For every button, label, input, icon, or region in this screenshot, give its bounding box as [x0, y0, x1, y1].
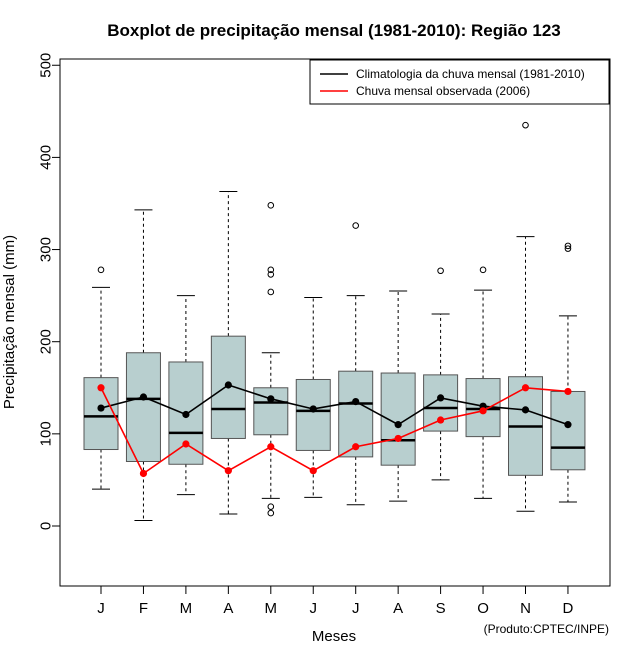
box-month-2: [125, 209, 161, 521]
outlier-point: [267, 202, 275, 209]
y-tick-label-200: 200: [38, 329, 55, 354]
series-point-observed: [97, 384, 105, 392]
box-iqr: [550, 390, 586, 471]
x-tick-label-9: O: [477, 600, 489, 617]
box-month-3: [168, 295, 204, 496]
series-point-climatology: [437, 394, 445, 402]
series-lines-layer: [97, 381, 572, 478]
x-tick-label-2: M: [180, 600, 193, 617]
y-tick-label-100: 100: [38, 421, 55, 446]
x-tick-label-4: M: [265, 600, 278, 617]
box-iqr: [380, 372, 416, 466]
series-point-observed: [352, 443, 360, 451]
series-point-climatology: [564, 421, 572, 429]
x-axis-label: Meses: [312, 628, 356, 645]
series-point-observed: [224, 467, 232, 475]
box-month-7: [338, 222, 374, 506]
plot-frame: [59, 58, 611, 587]
series-point-climatology: [97, 404, 105, 412]
series-point-climatology: [267, 395, 275, 403]
x-tick-label-6: J: [352, 600, 360, 617]
outlier-point: [437, 267, 444, 275]
box-month-4: [210, 190, 246, 515]
box-month-9: [423, 267, 459, 481]
series-point-observed: [437, 416, 445, 424]
series-point-climatology: [394, 421, 402, 429]
box-month-10: [465, 266, 501, 499]
box-month-6: [295, 296, 331, 498]
outlier-point: [97, 266, 105, 274]
legend: Climatologia da chuva mensal (1981-2010)…: [309, 59, 610, 105]
outlier-point: [479, 266, 487, 274]
x-tick-label-7: A: [393, 600, 403, 617]
legend-box: [309, 59, 610, 105]
x-tick-label-8: S: [436, 600, 446, 617]
series-point-climatology: [182, 410, 190, 419]
legend-label-observed: Chuva mensal observada (2006): [356, 84, 530, 98]
box-month-12: [550, 242, 586, 503]
y-tick-label-500: 500: [38, 53, 55, 78]
box-month-5: [253, 202, 289, 517]
y-tick-label-0: 0: [38, 522, 55, 530]
x-tick-label-1: F: [139, 600, 148, 617]
box-iqr: [295, 378, 331, 451]
box-iqr: [338, 370, 374, 458]
box-iqr: [125, 352, 161, 462]
y-axis-label: Precipitação mensal (mm): [1, 235, 18, 409]
x-tick-label-3: A: [223, 600, 233, 617]
series-line-observed: [100, 386, 569, 475]
outlier-point: [352, 222, 360, 229]
x-tick-label-11: D: [563, 600, 574, 617]
series-point-climatology: [521, 406, 530, 414]
x-tick-label-10: N: [520, 600, 531, 617]
outlier-point: [522, 121, 529, 129]
series-point-climatology: [352, 397, 360, 406]
outlier-point: [564, 245, 572, 252]
outlier-point: [267, 288, 275, 296]
series-point-observed: [521, 384, 530, 392]
outlier-point: [564, 242, 572, 250]
series-point-observed: [479, 407, 487, 415]
box-month-1: [83, 266, 119, 490]
series-point-observed: [182, 440, 190, 448]
series-point-observed: [394, 434, 402, 443]
series-point-climatology: [309, 405, 317, 413]
legend-label-climatology: Climatologia da chuva mensal (1981-2010): [356, 67, 585, 81]
outlier-point: [267, 509, 275, 517]
series-point-climatology: [224, 381, 232, 389]
x-tick-label-0: J: [97, 600, 105, 617]
box-month-8: [380, 290, 416, 502]
y-tick-label-400: 400: [38, 145, 55, 170]
series-point-climatology: [139, 393, 148, 401]
boxes-layer: [83, 121, 586, 521]
series-point-observed: [139, 469, 148, 478]
product-credit: (Produto:CPTEC/INPE): [484, 622, 609, 636]
outlier-point: [267, 271, 275, 278]
series-point-observed: [267, 443, 275, 451]
y-axis: 0 100 200 300 400 500: [38, 53, 60, 530]
box-month-11: [508, 121, 543, 512]
chart-title: Boxplot de precipitação mensal (1981-201…: [107, 21, 561, 40]
outlier-point: [267, 266, 275, 274]
x-tick-label-5: J: [310, 600, 318, 617]
y-tick-label-300: 300: [38, 237, 55, 262]
series-point-observed: [564, 387, 572, 396]
series-point-observed: [309, 467, 317, 475]
outlier-point: [267, 503, 275, 510]
